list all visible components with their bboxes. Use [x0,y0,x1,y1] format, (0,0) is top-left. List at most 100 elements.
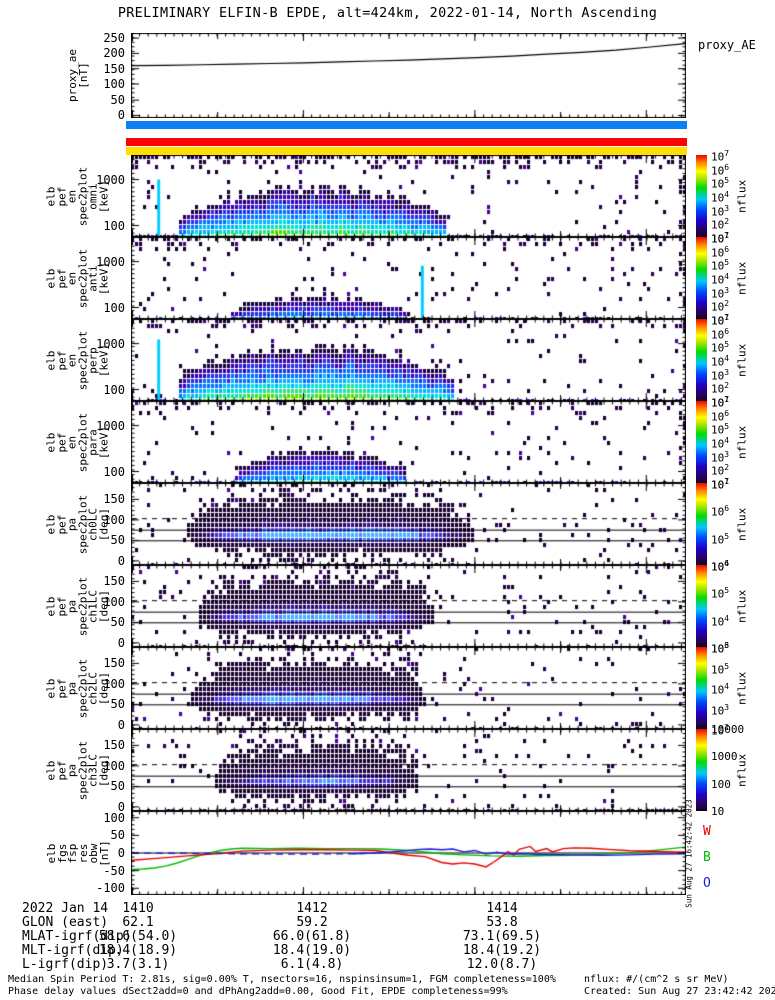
colorbar-tick-label: 10000 [711,723,745,736]
colorbar-tick-label: 103 [711,367,730,383]
ytick-label: 100 [103,810,125,825]
time-tick-label: 1410 [122,901,154,916]
colorbar-title: nflux [733,237,753,319]
colorbar-tick-exponent: 5 [724,340,730,350]
pa-spec-ch1LC-panel [131,565,686,647]
glon-value: 59.2 [296,915,328,930]
colorbar-tick-label: 102 [711,381,730,396]
colorbar-tick-exponent: 6 [724,408,730,418]
colorbar-tick-exponent: 6 [724,504,730,514]
ytick-label: 100 [103,512,125,527]
colorbar-title-text: nflux [735,589,749,623]
ytick-label: 100 [103,300,125,315]
colorbar [696,319,707,401]
colorbar-tick-exponent: 7 [724,395,730,404]
en-spec-anti-panel [131,237,686,319]
pa-spec-ch0LC-panel [131,483,686,565]
time-tick-label: 1414 [486,901,518,916]
ytick-label: 0 [117,635,125,650]
colorbar-tick-label: 103 [711,203,730,219]
colorbar-tick-exponent: 5 [724,422,730,432]
colorbar-tick-label: 104 [711,682,730,697]
mlat-value: 66.0(61.8) [272,929,352,944]
colorbar [696,155,707,237]
colorbar-tick-label: 105 [711,422,730,437]
proxy-ae-panel [131,33,686,118]
en-spec-omni-panel [131,155,686,237]
legend-o-label: O [703,876,711,891]
ytick-label: 1000 [96,254,125,269]
ytick-label: 100 [103,77,125,91]
colorbar-tick-exponent: 4 [724,682,730,691]
colorbar [696,237,707,319]
ytick-label: 1000 [96,172,125,187]
colorbar-tick-exponent: 2 [724,463,730,473]
colorbar-tick-label: 106 [711,641,730,656]
colorbar-title: nflux [733,401,753,483]
colorbar-tick-label: 101 [711,395,730,410]
colorbar [696,565,707,647]
ytick-label: 50 [110,533,125,548]
obw-panel [131,811,686,895]
colorbar-tick-label: 104 [711,190,730,205]
colorbar-tick-label: 105 [711,258,730,273]
colorbar-title: nflux [733,565,753,647]
ytick-label: 50 [110,697,125,712]
colorbar-tick-label: 105 [711,586,730,601]
ytick-label: 100 [103,758,125,773]
colorbar-tick-exponent: 4 [724,613,730,623]
colorbar-title: nflux [733,319,753,401]
ytick-label: 150 [103,492,125,507]
ytick-label: 100 [103,464,125,479]
colorbar-tick-label: 103 [711,641,730,656]
colorbar-tick-label: 104 [711,272,730,287]
colorbar-title: nflux [733,647,753,729]
colorbar-title-text: nflux [735,507,749,541]
ytick-label: 150 [103,738,125,753]
colorbar-title-text: nflux [735,753,749,787]
ytick-label: 50 [110,828,125,843]
colorbar-tick-exponent: 1 [724,313,730,322]
ytick-label: 100 [103,218,125,233]
colorbar-tick-label: 107 [711,313,730,328]
colorbar-tick-exponent: 7 [724,477,730,486]
colorbar-tick-exponent: 3 [724,702,730,712]
ytick-label: 150 [103,656,125,671]
mlat-axis-row: MLAT-igrf(dip) 58.6(54.0) 66.0(61.8) 73.… [0,929,775,944]
lshell-axis-row: L-igrf(dip) 3.7(3.1) 6.1(4.8) 12.0(8.7) [0,957,775,972]
colorbar-tick-exponent: 7 [724,231,730,240]
date-label: 2022 Jan 14 [22,901,109,916]
glon-value: 62.1 [122,915,154,930]
ytick-label: 0 [117,553,125,568]
colorbar-title: nflux [733,729,753,811]
colorbar-tick-label: 105 [711,176,730,191]
footer-created: Created: Sun Aug 27 23:42:42 2023 [584,986,775,997]
colorbar-tick-label: 104 [711,436,730,451]
colorbar-tick-exponent: 6 [724,162,730,172]
colorbar-tick-label: 10 [711,805,725,818]
mlat-value: 58.6(54.0) [98,929,178,944]
colorbar-tick-label: 102 [711,723,730,738]
colorbar-tick-exponent: 2 [724,217,730,227]
glon-row-label: GLON (east) [22,915,109,930]
colorbar-tick-label: 105 [711,661,730,677]
colorbar-tick-label: 102 [711,463,730,478]
colorbar-tick-label: 103 [711,449,730,465]
colorbar-tick-exponent: 4 [724,436,730,445]
colorbar-tick-exponent: 1 [724,395,730,404]
colorbar-tick-label: 101 [711,231,730,246]
colorbar-tick-label: 104 [711,354,730,369]
colorbar-tick-label: 107 [711,149,730,164]
ytick-label: 1000 [96,336,125,351]
ytick-label: 200 [103,46,125,61]
colorbar-title-text: nflux [735,343,749,377]
mlat-row-label: MLAT-igrf(dip) [22,929,132,944]
ytick-label: 150 [103,61,125,76]
colorbar-tick-exponent: 1 [724,231,730,240]
colorbar-tick-label: 107 [711,231,730,246]
colorbar-tick-exponent: 2 [724,381,730,391]
lshell-value: 12.0(8.7) [466,957,538,972]
proxy-ae-right-label: proxy_AE [698,38,756,52]
colorbar-tick-label: 1000 [711,750,738,764]
